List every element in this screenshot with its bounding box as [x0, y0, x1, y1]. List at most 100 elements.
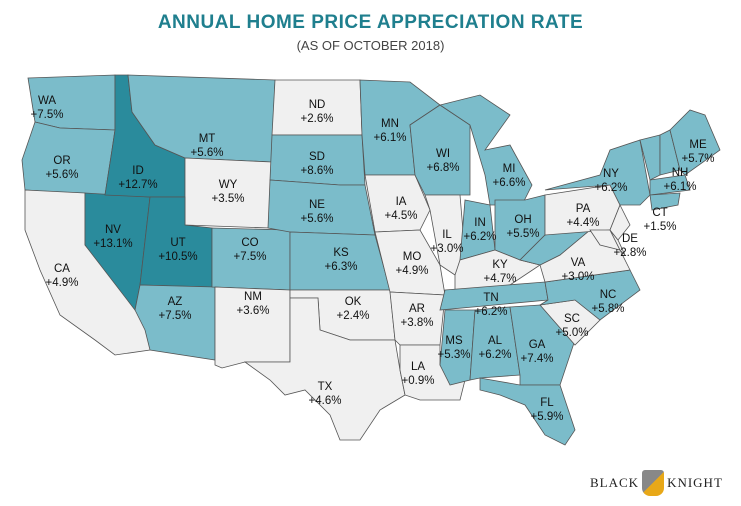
state-label-id: ID +12.7%: [118, 165, 157, 191]
state-code: OK: [345, 296, 362, 308]
state-code: IN: [474, 217, 486, 229]
state-la: [399, 344, 466, 401]
state-value: +8.6%: [301, 165, 334, 177]
state-label-co: CO +7.5%: [234, 237, 267, 263]
state-code: ME: [689, 139, 707, 151]
state-ct: [649, 192, 681, 211]
state-code: LA: [411, 361, 425, 373]
state-value: +4.5%: [385, 210, 418, 222]
state-code: SC: [564, 313, 580, 325]
state-label-nh: NH +6.1%: [664, 167, 697, 193]
state-label-ut: UT +10.5%: [158, 237, 197, 263]
state-value: +5.7%: [682, 153, 715, 165]
state-label-ms: MS +5.3%: [438, 335, 471, 361]
state-label-ky: KY +4.7%: [484, 259, 517, 285]
state-label-ga: GA +7.4%: [521, 339, 554, 365]
state-code: VA: [571, 257, 586, 269]
state-label-wi: WI +6.8%: [427, 148, 460, 174]
state-code: MT: [199, 133, 216, 145]
state-value: +4.4%: [567, 217, 600, 229]
state-code: NM: [244, 291, 262, 303]
state-code: IA: [396, 196, 407, 208]
state-code: IL: [442, 229, 452, 241]
state-value: +2.6%: [301, 113, 334, 125]
state-value: +0.9%: [402, 375, 435, 387]
state-code: WI: [436, 148, 450, 160]
state-value: +5.3%: [438, 349, 471, 361]
state-value: +6.8%: [427, 162, 460, 174]
state-label-or: OR +5.6%: [46, 155, 79, 181]
state-tx: [243, 297, 406, 441]
state-code: AR: [409, 303, 425, 315]
state-value: +3.0%: [431, 243, 464, 255]
state-label-in: IN +6.2%: [464, 217, 497, 243]
state-value: +5.6%: [191, 147, 224, 159]
state-label-me: ME +5.7%: [682, 139, 715, 165]
state-code: NC: [600, 289, 617, 301]
state-value: +4.9%: [396, 265, 429, 277]
state-label-sc: SC +5.0%: [556, 313, 589, 339]
state-value: +6.2%: [595, 182, 628, 194]
state-code: ID: [132, 165, 144, 177]
state-label-nv: NV +13.1%: [93, 224, 132, 250]
state-value: +6.2%: [464, 231, 497, 243]
state-label-ny: NY +6.2%: [595, 168, 628, 194]
state-label-va: VA +3.0%: [562, 257, 595, 283]
state-fl: [479, 377, 576, 446]
state-value: +2.4%: [337, 310, 370, 322]
state-label-ne: NE +5.6%: [301, 199, 334, 225]
state-value: +7.5%: [31, 109, 64, 121]
state-label-mi: MI +6.6%: [493, 163, 526, 189]
logo-text-right: KNIGHT: [667, 475, 723, 490]
state-mo: [374, 229, 446, 296]
state-value: +6.1%: [664, 181, 697, 193]
state-code: OH: [514, 214, 531, 226]
state-nc: [539, 269, 641, 321]
state-label-tn: TN +6.2%: [475, 292, 508, 318]
state-value: +13.1%: [93, 238, 132, 250]
state-label-de: DE +2.8%: [614, 233, 647, 259]
state-value: +6.2%: [475, 306, 508, 318]
state-label-nc: NC +5.8%: [592, 289, 625, 315]
state-value: +4.6%: [309, 395, 342, 407]
state-nj: [609, 204, 631, 241]
state-value: +7.5%: [159, 310, 192, 322]
state-label-ks: KS +6.3%: [325, 247, 358, 273]
state-label-wa: WA +7.5%: [31, 95, 64, 121]
state-label-ca: CA +4.9%: [46, 263, 79, 289]
state-value: +1.5%: [644, 221, 677, 233]
state-code: CT: [652, 207, 667, 219]
state-label-ar: AR +3.8%: [401, 303, 434, 329]
state-code: WY: [219, 179, 238, 191]
state-code: PA: [576, 203, 591, 215]
state-code: MS: [445, 335, 463, 347]
state-code: CO: [241, 237, 258, 249]
state-code: NE: [309, 199, 325, 211]
state-label-al: AL +6.2%: [479, 335, 512, 361]
state-code: FL: [540, 397, 554, 409]
state-code: MN: [381, 118, 399, 130]
state-code: UT: [170, 237, 185, 249]
state-label-ok: OK +2.4%: [337, 296, 370, 322]
state-value: +6.6%: [493, 177, 526, 189]
map-subtitle: (AS OF OCTOBER 2018): [296, 38, 445, 53]
state-label-pa: PA +4.4%: [567, 203, 600, 229]
state-label-oh: OH +5.5%: [507, 214, 540, 240]
state-value: +12.7%: [118, 179, 157, 191]
state-mi: [439, 94, 533, 206]
state-value: +7.5%: [234, 251, 267, 263]
knight-icon: [642, 470, 665, 496]
state-code: ND: [309, 99, 326, 111]
state-code: SD: [309, 151, 325, 163]
state-code: TX: [318, 381, 333, 393]
state-ms: [439, 309, 476, 386]
state-value: +7.4%: [521, 353, 554, 365]
state-code: CA: [54, 263, 70, 275]
state-value: +6.3%: [325, 261, 358, 273]
state-code: GA: [529, 339, 546, 351]
state-value: +5.0%: [556, 327, 589, 339]
state-me: [669, 109, 721, 176]
state-code: KY: [492, 259, 508, 271]
state-code: NY: [603, 168, 619, 180]
